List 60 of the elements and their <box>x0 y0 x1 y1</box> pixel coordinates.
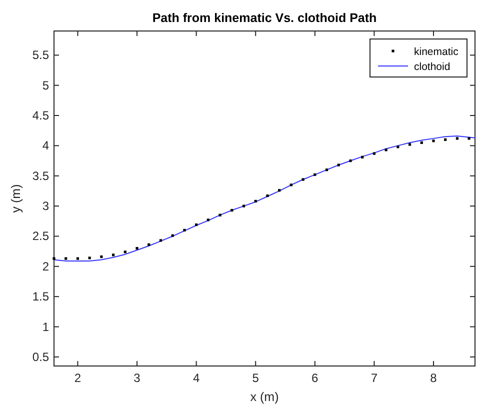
y-tick-label: 1 <box>42 320 50 334</box>
point <box>302 178 304 181</box>
point <box>290 184 292 186</box>
x-tick-label: 7 <box>370 371 378 385</box>
point <box>432 140 435 142</box>
point <box>266 194 269 198</box>
point <box>171 234 174 237</box>
point <box>384 148 388 152</box>
point <box>206 218 210 222</box>
line-series <box>54 136 476 262</box>
y-tick-label: 0.5 <box>32 350 50 364</box>
point <box>337 164 340 166</box>
x-axis-title: x (m) <box>250 390 279 404</box>
point <box>468 137 470 140</box>
y-tick-label: 2 <box>42 259 50 274</box>
point <box>314 173 316 176</box>
point <box>278 189 281 192</box>
x-tick-label: 5 <box>252 371 260 385</box>
y-tick-label: 1.5 <box>32 290 50 304</box>
point <box>136 246 138 250</box>
y-tick-label: 5 <box>42 78 50 92</box>
y-tick-label: 3.5 <box>32 168 50 183</box>
point <box>183 228 186 232</box>
point <box>76 257 80 260</box>
point <box>218 214 222 216</box>
point <box>456 137 459 140</box>
point <box>349 159 352 162</box>
y-tick-label: 3 <box>42 199 50 214</box>
point <box>148 243 150 246</box>
point <box>124 250 126 254</box>
y-tick-label: 4.5 <box>32 108 50 123</box>
point <box>254 200 257 203</box>
point <box>195 223 198 226</box>
x-tick-label: 4 <box>192 371 200 385</box>
y-tick-label: 2.5 <box>32 229 50 244</box>
point <box>361 156 364 158</box>
x-tick-label: 3 <box>134 371 141 385</box>
chart-title: Path from kinematic Vs. clothoid Path <box>152 11 377 25</box>
point <box>230 208 234 212</box>
point <box>372 152 376 155</box>
point <box>408 143 412 146</box>
x-tick-label: 6 <box>312 371 319 385</box>
y-tick-label: 5.5 <box>32 48 50 62</box>
y-tick-label: 4 <box>42 138 50 153</box>
point <box>420 141 423 144</box>
point <box>52 257 56 260</box>
point <box>242 204 246 208</box>
point <box>159 239 162 242</box>
point <box>325 168 328 172</box>
y-axis-title: y (m) <box>9 184 23 213</box>
legend-label: kinematic <box>414 46 458 58</box>
point <box>444 138 447 141</box>
point <box>112 254 115 256</box>
point <box>396 146 400 148</box>
point <box>100 255 103 258</box>
legend-label: clothoid <box>414 61 450 73</box>
x-tick-label: 2 <box>74 371 82 385</box>
point <box>64 257 68 260</box>
point <box>88 256 91 260</box>
x-tick-label: 8 <box>430 371 438 385</box>
